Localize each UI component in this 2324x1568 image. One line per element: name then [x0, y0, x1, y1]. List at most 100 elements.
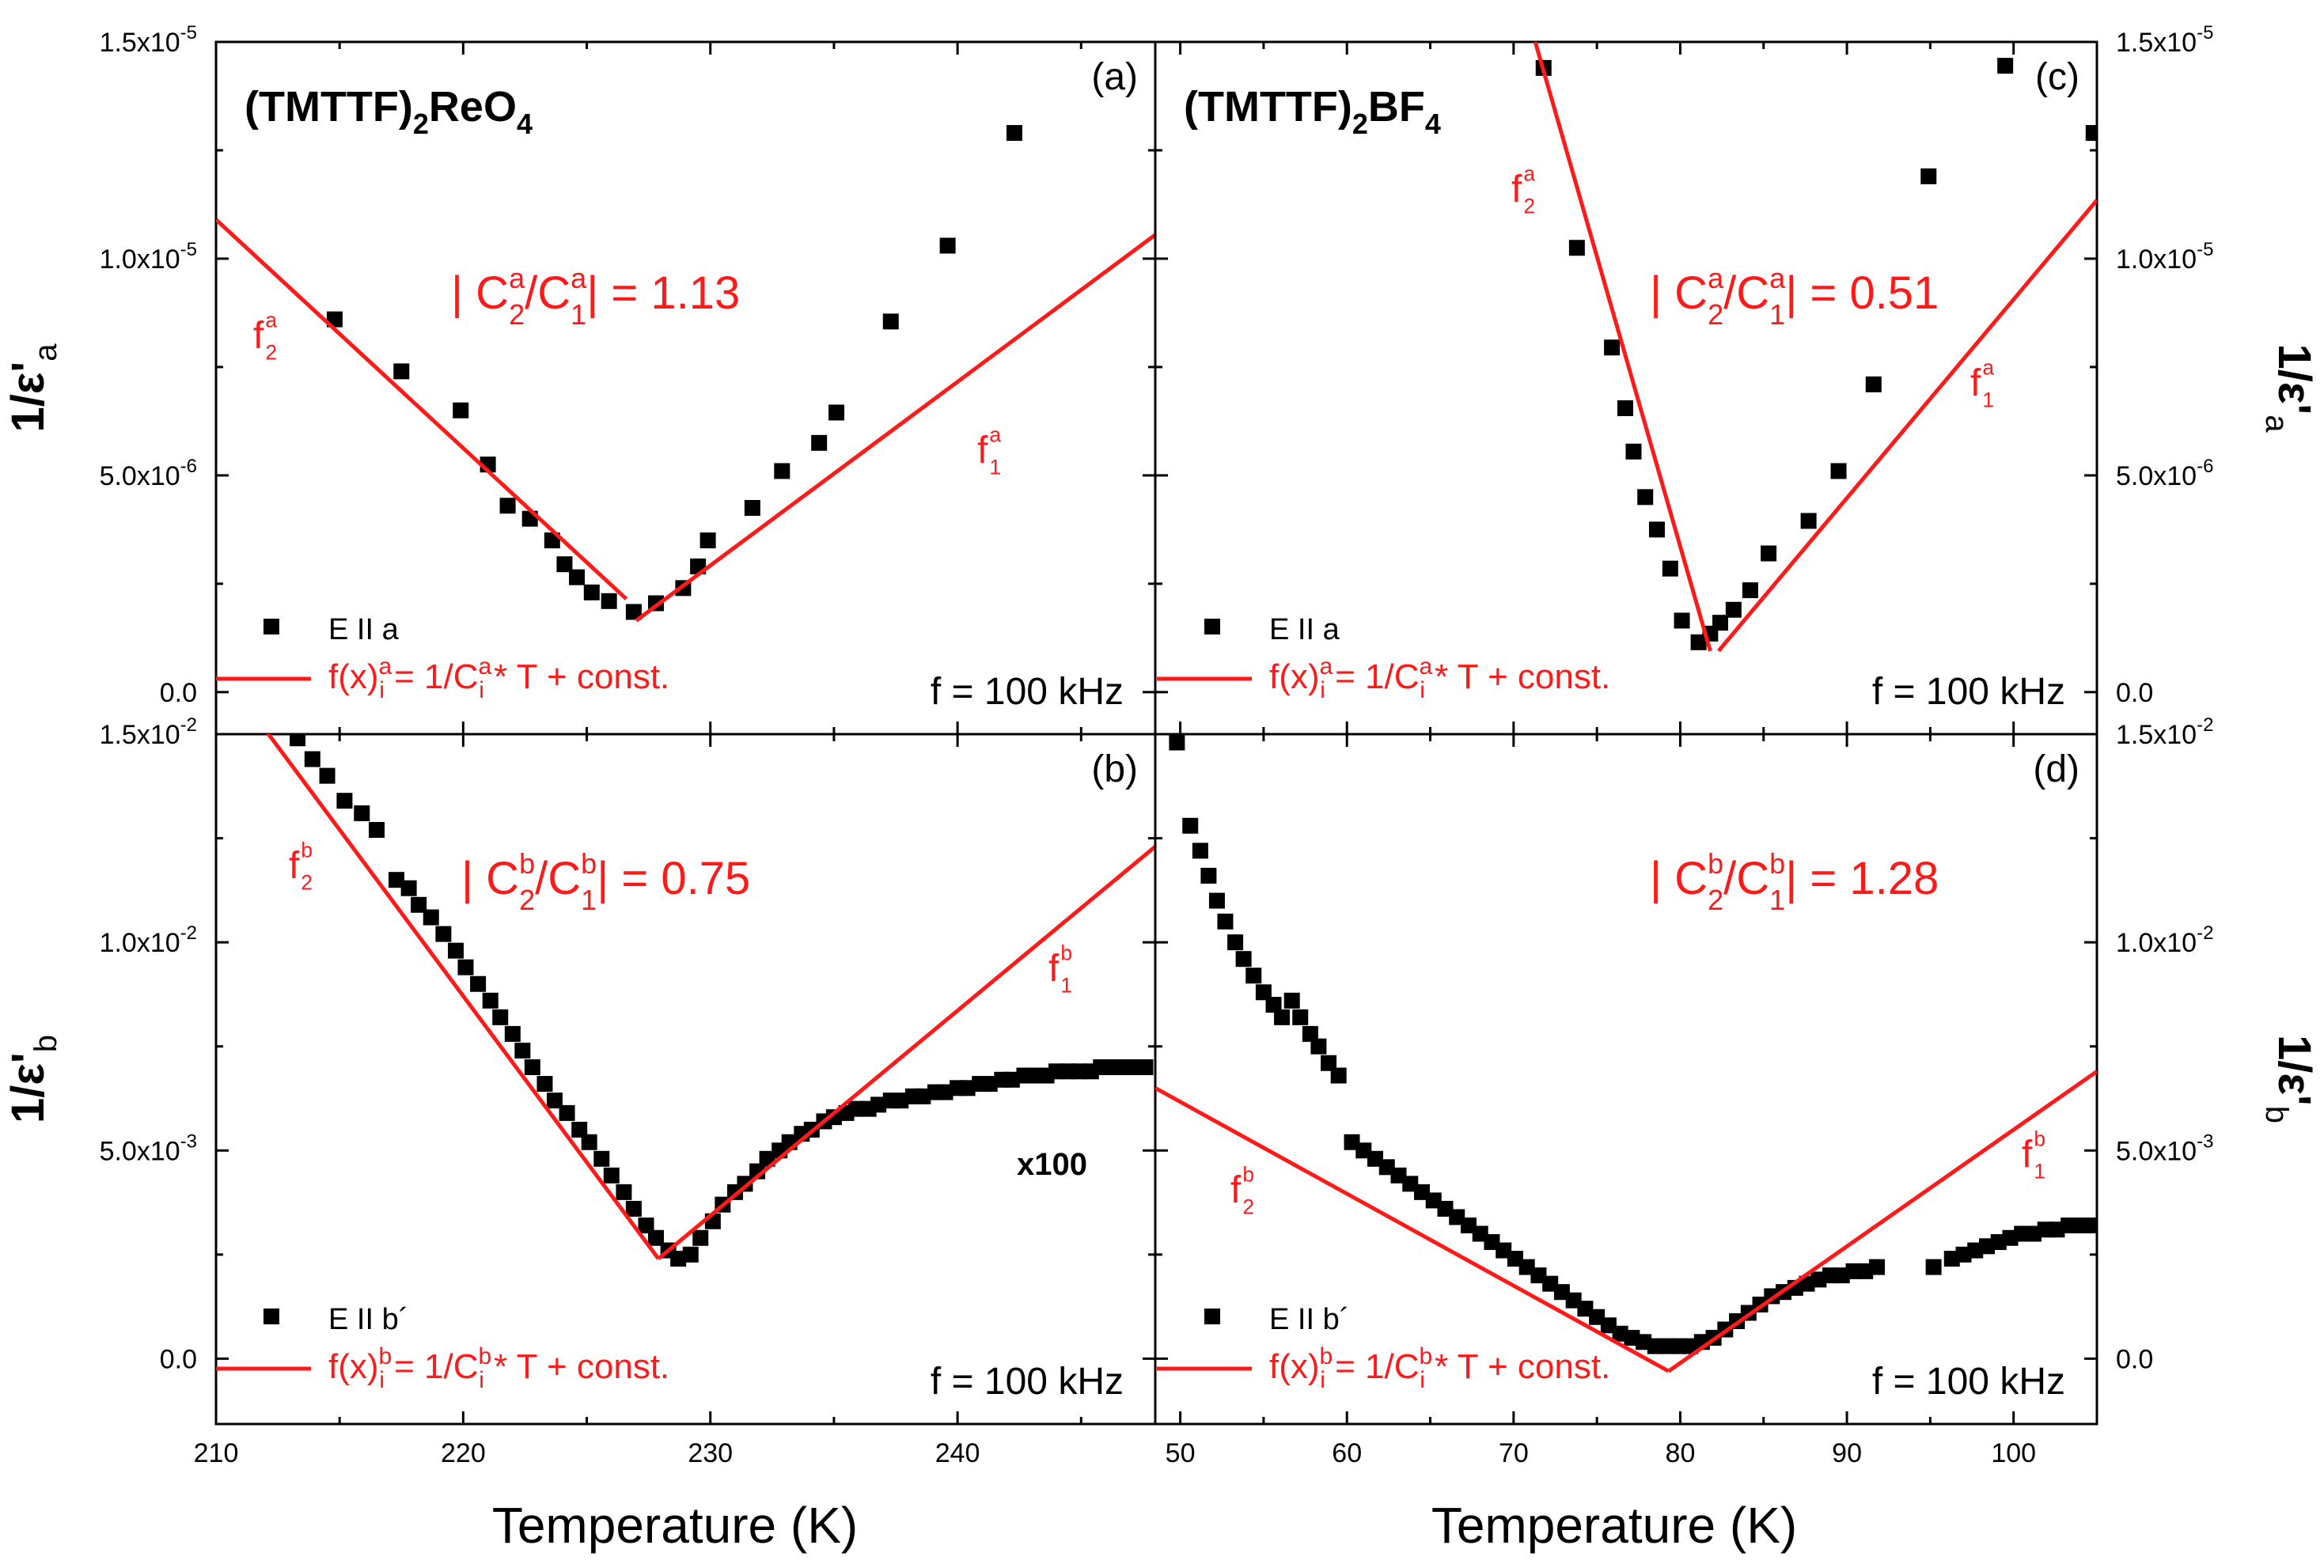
fit-label-right-sup: b — [1060, 941, 1072, 965]
data-point — [1292, 1009, 1309, 1025]
fit-label-right: f — [2022, 1134, 2033, 1176]
data-layer-c — [1533, 42, 2097, 653]
data-point — [290, 734, 306, 747]
data-point — [893, 1093, 909, 1109]
data-point — [393, 363, 410, 380]
data-point — [981, 1076, 998, 1093]
legend-fit-label: f(x)b i = 1/Cb i * T + const. — [328, 1343, 669, 1393]
data-point — [1182, 817, 1199, 834]
data-point — [1648, 521, 1665, 538]
fit-label-right-sub: 1 — [1060, 973, 1072, 997]
data-point — [369, 822, 385, 839]
data-point — [616, 1184, 632, 1200]
data-point — [336, 793, 353, 809]
data-point — [1093, 1059, 1109, 1076]
data-point — [1003, 1071, 1020, 1088]
data-point — [1712, 615, 1728, 631]
data-point — [828, 404, 845, 421]
x-tick-label: 100 — [1991, 1438, 2036, 1468]
x-tick-label: 50 — [1166, 1438, 1196, 1468]
data-point — [601, 593, 617, 609]
data-point — [1026, 1067, 1042, 1084]
legend-marker — [263, 1309, 279, 1324]
legend-marker — [1204, 619, 1220, 634]
data-point — [1321, 1055, 1337, 1071]
data-point — [499, 498, 516, 514]
data-point — [1617, 400, 1633, 416]
x-tick-label: 210 — [194, 1438, 239, 1468]
data-point — [1761, 545, 1777, 562]
fit-label-left-sub: 2 — [265, 340, 277, 364]
data-point — [470, 975, 487, 992]
y-tick-label: 0.0 — [2116, 678, 2153, 708]
legend-marker — [1204, 1309, 1220, 1324]
fit-label-left-sub: 2 — [1242, 1195, 1254, 1218]
data-point — [1868, 1259, 1885, 1275]
data-point — [1925, 1259, 1942, 1275]
fit-label-left-sup: a — [1523, 162, 1535, 186]
fit-line — [1716, 199, 2097, 653]
y-tick-label: 1.0x10-5 — [100, 239, 197, 275]
data-point — [1217, 913, 1234, 930]
data-point — [825, 1109, 842, 1126]
data-point — [915, 1088, 931, 1104]
frequency-note: f = 100 kHz — [1872, 1361, 2065, 1403]
legend-fit-label: f(x)a i = 1/Ca i * T + const. — [1269, 653, 1610, 703]
y-tick-label: 1.5x10-5 — [2116, 22, 2213, 58]
y-tick-label: 1.5x10-2 — [2116, 714, 2213, 750]
legend-fit-label: f(x)a i = 1/Ca i * T + const. — [328, 653, 669, 703]
legend-marker — [263, 619, 279, 634]
data-point — [1235, 951, 1252, 968]
fit-label-left: f — [253, 315, 264, 357]
fit-label-right: f — [1048, 948, 1060, 990]
panel-label: (b) — [1091, 748, 1138, 790]
data-point — [1310, 1038, 1327, 1055]
x-axis-title-right: Temperature (K) — [1431, 1497, 1797, 1554]
data-point — [1048, 1063, 1065, 1080]
fit-label-left: f — [289, 845, 300, 887]
data-point — [1865, 376, 1882, 392]
frequency-note: f = 100 kHz — [931, 671, 1124, 713]
y-axis-title: 1/ε'b — [2, 1035, 63, 1123]
data-point — [1625, 443, 1642, 460]
x-tick-label: 240 — [935, 1438, 980, 1468]
panel-c: 0.0 5.0x10-6 1.0x10-5 1.5x10-5 1/ε'a (c) (TMTT… — [1154, 22, 2320, 736]
data-point — [536, 1076, 553, 1093]
data-point — [1662, 560, 1678, 577]
fit-label-left: f — [1230, 1169, 1242, 1211]
fit-line — [1667, 1070, 2097, 1373]
y-tick-label: 1.5x10-2 — [100, 714, 197, 750]
data-point — [692, 1229, 709, 1246]
fit-label-right: f — [1970, 362, 1981, 404]
fit-label-left-sup: b — [1242, 1163, 1254, 1187]
fit-label-left-sup: a — [265, 309, 277, 332]
data-point — [699, 532, 716, 549]
x-tick-label: 80 — [1666, 1438, 1696, 1468]
data-point — [1255, 984, 1272, 1001]
data-point — [1200, 867, 1217, 884]
data-point — [625, 1200, 642, 1217]
data-point — [559, 1104, 575, 1121]
data-point — [1283, 992, 1300, 1009]
data-point — [571, 1121, 588, 1138]
data-point — [423, 909, 439, 926]
data-point — [848, 1100, 865, 1117]
data-layer-b — [266, 734, 1155, 1267]
data-point — [959, 1080, 976, 1096]
data-point — [1725, 601, 1742, 618]
data-point — [774, 463, 790, 479]
legend-points-label: E II b´ — [1269, 1303, 1349, 1336]
data-point — [870, 1096, 887, 1113]
ratio-annotation: | Cb 2/Cb 1| = 0.75 — [461, 847, 750, 916]
data-point — [937, 1084, 953, 1100]
data-point — [648, 1229, 665, 1246]
panel-b: 210 220 230 240 0.0 5.0x10-3 1.0x10-2 1.5x10-2 1… — [2, 714, 1157, 1468]
data-point — [482, 992, 499, 1009]
y-tick-label: 5.0x10-6 — [100, 456, 197, 491]
ratio-annotation: | Ca 2/Ca 1| = 0.51 — [1650, 262, 1939, 331]
data-point — [2085, 125, 2097, 142]
data-point — [1604, 339, 1621, 356]
data-point — [625, 604, 642, 620]
data-point — [1265, 997, 1282, 1013]
